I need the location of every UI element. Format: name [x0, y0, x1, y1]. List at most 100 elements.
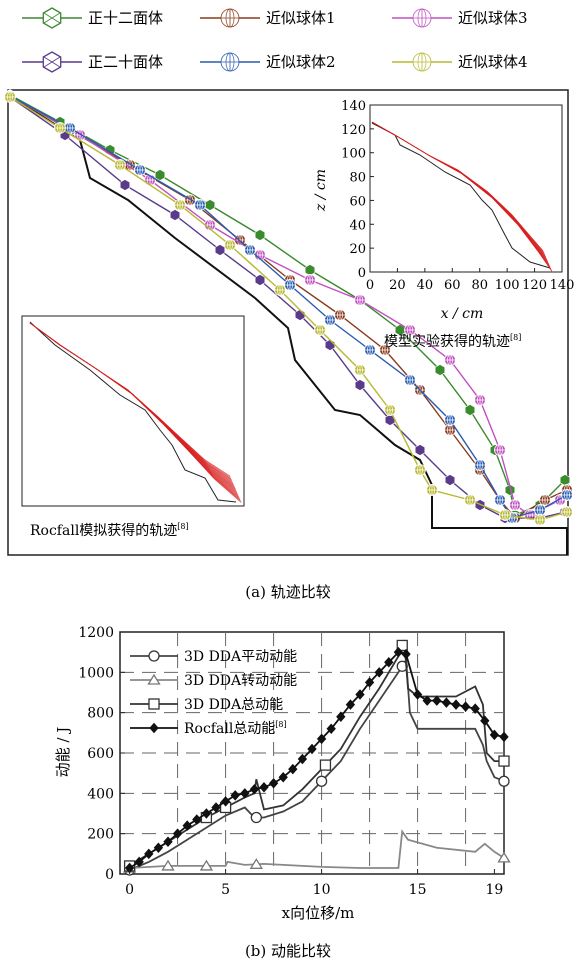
trajectory-marker — [244, 244, 256, 256]
x-tick-label: 10 — [313, 882, 331, 898]
y-tick-label: 0 — [105, 867, 114, 883]
data-point — [384, 656, 394, 668]
data-point — [396, 639, 408, 652]
data-point — [192, 814, 202, 825]
trajectory-marker — [499, 509, 511, 521]
legend-b-marker — [148, 698, 160, 710]
x-tick-label: 5 — [221, 882, 230, 898]
y-tick-label: 400 — [87, 786, 114, 802]
inset-model-xtick: 80 — [471, 278, 488, 293]
y-tick-label: 200 — [87, 827, 114, 843]
panel-a-trajectory-comparison: 正十二面体 近似球体1 近似球体3 正二十面体 近似球体2 近似球体4 0 20 40 60 80… — [4, 7, 574, 601]
inset-rocfall: Rocfall模拟获得的轨迹[8] — [21, 315, 245, 539]
trajectory-marker — [354, 379, 366, 391]
trajectory-marker — [4, 91, 16, 103]
legend-b-item: 3D DDA总动能 — [130, 697, 283, 713]
trajectory-marker — [444, 414, 456, 426]
trajectory-marker — [494, 444, 506, 456]
inset-model-ylabel: z / cm — [313, 169, 329, 212]
inset-model-ytick: 140 — [341, 99, 366, 114]
data-point — [345, 699, 356, 710]
trajectory-marker — [474, 394, 486, 406]
series-lines — [122, 639, 511, 876]
data-point — [460, 701, 471, 712]
data-point — [201, 808, 212, 819]
inset-rocfall-trajectories — [29, 321, 242, 503]
legend-a-item: 近似球体1 — [200, 8, 336, 28]
data-point — [441, 697, 452, 708]
panel-a-frame — [7, 89, 569, 556]
trajectory-marker — [334, 309, 346, 321]
trajectory-marker — [294, 309, 306, 321]
trajectory-marker — [534, 514, 546, 526]
trajectory-marker — [384, 404, 396, 416]
trajectory-marker — [134, 164, 146, 176]
data-point — [240, 788, 250, 799]
inset-rocfall-frame — [21, 315, 245, 507]
legend-b-label: 3D DDA转动动能 — [184, 673, 297, 689]
inset-model-ytick: 40 — [349, 218, 366, 233]
legend-a: 正十二面体 近似球体1 近似球体3 正二十面体 近似球体2 近似球体4 — [22, 7, 528, 73]
series-line — [129, 829, 505, 869]
data-point — [259, 782, 269, 793]
trajectory-lines — [4, 89, 573, 526]
data-point — [489, 729, 500, 741]
trajectory-marker — [494, 494, 506, 506]
data-point — [250, 811, 262, 824]
trajectory-marker — [426, 484, 438, 496]
data-point — [364, 677, 375, 688]
inset-model-slope — [371, 122, 551, 269]
legend-a-label: 近似球体2 — [266, 53, 336, 71]
trajectory-marker — [324, 339, 336, 351]
trajectory-marker — [364, 344, 376, 356]
data-point — [161, 859, 175, 871]
trajectory-marker — [204, 199, 216, 211]
trajectory-marker — [194, 199, 206, 211]
trajectory-marker — [224, 239, 236, 251]
legend-a-label: 近似球体4 — [458, 53, 528, 71]
trajectory-marker — [561, 489, 573, 501]
inset-model-ytick: 80 — [349, 171, 366, 186]
data-point — [480, 715, 490, 726]
trajectory-line — [9, 96, 566, 519]
data-point — [278, 771, 288, 783]
inset-model-ytick: 20 — [349, 242, 366, 257]
data-point — [268, 777, 279, 789]
legend-b-item: Rocfall总动能[8] — [130, 720, 287, 737]
data-point — [307, 743, 317, 755]
x-tick-label: 0 — [125, 882, 134, 898]
data-point — [396, 660, 408, 672]
legend-marker-sphere — [220, 52, 240, 72]
legend-marker-sphere — [412, 52, 432, 72]
inset-model-ytick: 60 — [349, 194, 366, 209]
inset-rocfall-slope — [29, 321, 237, 503]
y-tick-label: 800 — [87, 706, 114, 722]
trajectory-marker — [474, 459, 486, 471]
data-point — [432, 695, 442, 706]
data-point — [319, 759, 332, 771]
panel-b-caption: (b) 动能比较 — [245, 942, 331, 960]
data-point — [220, 796, 231, 807]
data-point — [497, 851, 511, 863]
trajectory-marker — [414, 444, 426, 456]
data-point — [134, 856, 144, 868]
trajectory-marker — [274, 284, 286, 296]
data-point — [211, 802, 221, 813]
inset-trajectory-line — [29, 322, 242, 503]
data-point — [172, 828, 183, 839]
data-point — [470, 703, 480, 714]
legend-b-label: 3D DDA总动能 — [184, 697, 283, 713]
trajectory-marker — [284, 279, 296, 291]
legend-a-label: 正二十面体 — [88, 53, 163, 71]
legend-b-marker — [148, 650, 160, 662]
trajectory-marker — [534, 504, 546, 516]
legend-a-item: 近似球体4 — [392, 52, 528, 72]
trajectory-marker — [414, 464, 426, 476]
trajectory-marker — [154, 169, 166, 181]
trajectory-marker — [404, 374, 416, 386]
trajectory-marker — [254, 229, 266, 241]
data-point — [249, 784, 260, 795]
